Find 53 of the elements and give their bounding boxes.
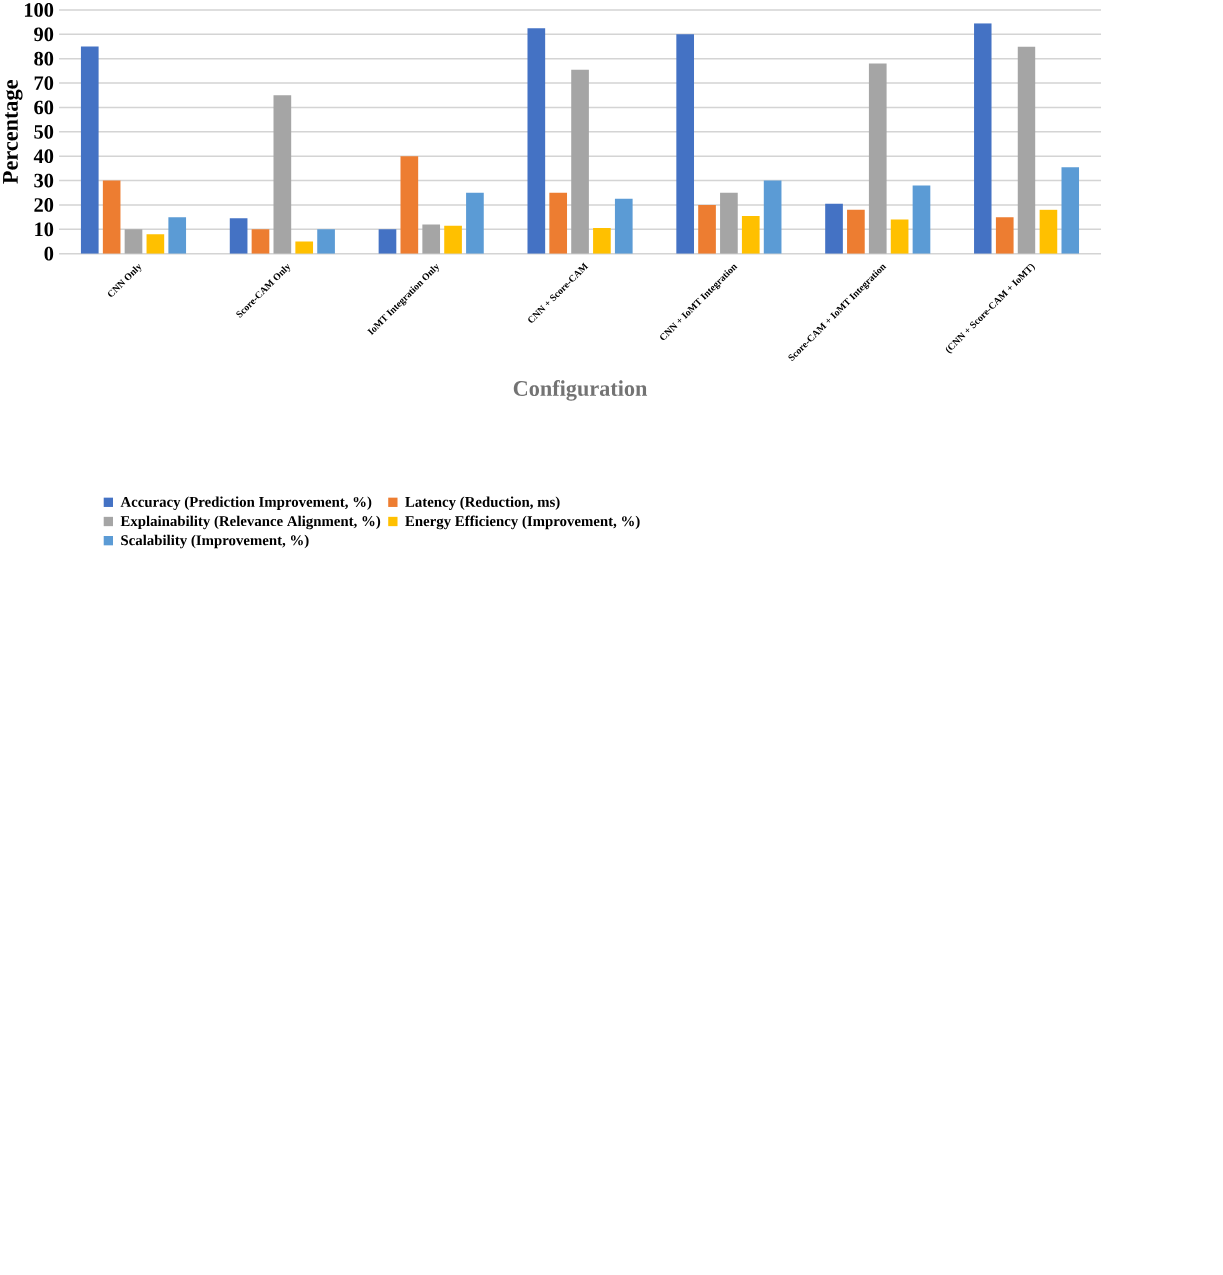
bar — [80, 46, 99, 254]
bar — [868, 63, 887, 254]
y-tick-label: 90 — [34, 27, 54, 42]
y-tick-label: 0 — [44, 246, 54, 261]
y-tick-label: 60 — [34, 100, 54, 115]
bar — [317, 229, 335, 254]
y-tick-label: 80 — [34, 51, 54, 66]
bar — [273, 95, 292, 254]
bar — [168, 217, 187, 254]
y-axis-title: Percentage — [3, 80, 23, 184]
bar — [422, 224, 441, 254]
legend-label: Latency (Reduction, ms) — [405, 496, 560, 510]
legend-label: Energy Efficiency (Improvement, %) — [405, 515, 640, 530]
bar — [890, 219, 909, 254]
bar — [251, 229, 270, 254]
bar — [698, 204, 716, 254]
y-tick-label: 10 — [35, 222, 54, 237]
bar — [614, 198, 633, 254]
bar — [229, 218, 248, 254]
bar — [593, 228, 611, 254]
bar — [974, 23, 992, 254]
bar — [527, 28, 546, 254]
x-axis-title: Configuration — [513, 380, 648, 401]
bar — [676, 34, 695, 254]
bar — [763, 180, 782, 254]
bar — [741, 215, 760, 254]
bar — [102, 180, 121, 254]
bar — [444, 225, 462, 254]
legend-label: Explainability (Relevance Alignment, %) — [120, 515, 381, 530]
y-tick-label: 50 — [34, 124, 54, 139]
bar — [466, 192, 484, 254]
bar — [1039, 209, 1058, 254]
bar — [571, 69, 589, 254]
bar — [847, 209, 865, 254]
bar — [549, 192, 568, 254]
bar — [720, 192, 738, 254]
bar — [995, 217, 1014, 254]
y-tick-label: 40 — [33, 149, 54, 164]
y-tick-label: 100 — [25, 3, 54, 17]
bar — [378, 229, 397, 254]
legend-label: Scalability (Improvement, %) — [121, 534, 309, 549]
bar — [912, 185, 931, 254]
bar — [825, 203, 843, 254]
bar — [1061, 167, 1080, 254]
bar — [124, 229, 143, 254]
bar — [1017, 46, 1036, 254]
y-tick-label: 70 — [34, 76, 54, 90]
legend-label: Accuracy (Prediction Improvement, %) — [120, 496, 372, 510]
bar — [295, 241, 314, 254]
bar — [146, 234, 165, 254]
y-tick-label: 20 — [34, 198, 54, 212]
bar — [400, 156, 419, 254]
y-tick-label: 30 — [34, 173, 54, 188]
